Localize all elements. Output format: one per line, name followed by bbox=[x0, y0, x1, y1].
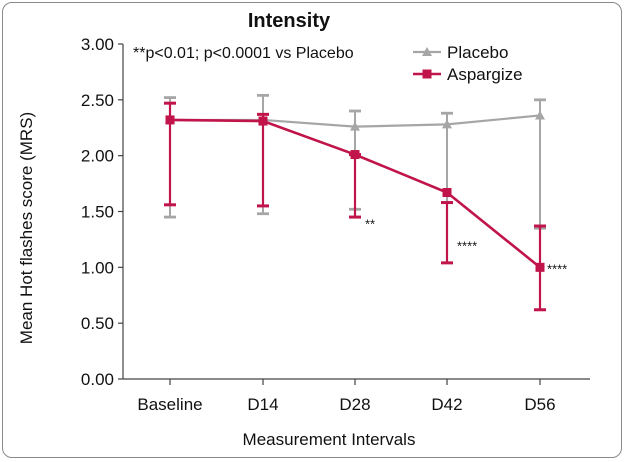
aspargize-point bbox=[350, 150, 360, 160]
x-tick-label: Baseline bbox=[137, 395, 202, 414]
y-tick-label: 0.50 bbox=[81, 314, 114, 333]
y-tick-label: 1.00 bbox=[81, 258, 114, 277]
legend-aspargize-marker bbox=[422, 69, 432, 79]
significance-star: ** bbox=[365, 217, 375, 232]
legend-placebo-marker bbox=[422, 47, 432, 56]
x-axis-label: Measurement Intervals bbox=[243, 430, 416, 449]
x-tick-label: D28 bbox=[339, 395, 370, 414]
x-tick-label: D42 bbox=[431, 395, 462, 414]
significance-star: **** bbox=[457, 239, 477, 254]
axes bbox=[122, 44, 590, 380]
placebo-point bbox=[535, 110, 545, 120]
legend-placebo-label: Placebo bbox=[447, 43, 508, 62]
y-axis-label: Mean Hot flashes score (MRS) bbox=[17, 112, 36, 344]
significance-star: **** bbox=[547, 261, 567, 276]
legend: Placebo Aspargize bbox=[413, 43, 523, 84]
x-tick-label: D14 bbox=[247, 395, 278, 414]
chart-frame bbox=[2, 2, 622, 458]
placebo-point bbox=[350, 121, 360, 131]
significance-markers: ********** bbox=[365, 217, 567, 277]
y-tick-label: 0.00 bbox=[81, 370, 114, 389]
series-aspargize bbox=[164, 101, 546, 312]
y-tick-label: 2.00 bbox=[81, 147, 114, 166]
x-tick-label: D56 bbox=[524, 395, 555, 414]
x-ticks: Baseline D14 D28 D42 D56 bbox=[137, 379, 556, 414]
legend-aspargize-label: Aspargize bbox=[447, 65, 523, 84]
y-tick-label: 1.50 bbox=[81, 203, 114, 222]
y-tick-label: 3.00 bbox=[81, 35, 114, 54]
placebo-point bbox=[442, 119, 452, 129]
chart-title: Intensity bbox=[248, 10, 331, 32]
aspargize-point bbox=[165, 115, 175, 125]
significance-note: **p<0.01; p<0.0001 vs Placebo bbox=[133, 45, 354, 62]
y-tick-label: 2.50 bbox=[81, 91, 114, 110]
aspargize-point bbox=[535, 262, 545, 272]
y-ticks: 0.00 0.50 1.00 1.50 2.00 2.50 3.00 bbox=[81, 35, 123, 389]
series bbox=[164, 93, 546, 312]
aspargize-point bbox=[258, 116, 268, 126]
aspargize-point bbox=[442, 188, 452, 198]
